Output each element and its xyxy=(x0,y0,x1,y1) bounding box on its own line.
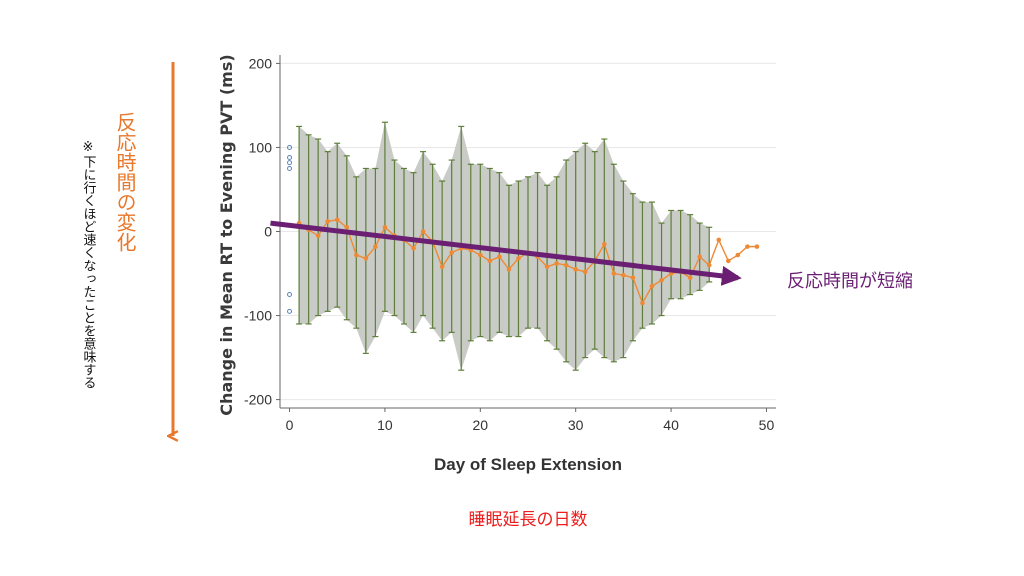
data-point xyxy=(640,300,645,306)
x-axis-label: Day of Sleep Extension xyxy=(434,455,622,474)
data-point xyxy=(325,219,330,224)
note: ※下に行くほど速くなったことを意味する xyxy=(81,140,97,389)
data-point xyxy=(745,244,750,249)
data-point xyxy=(687,275,693,281)
data-point xyxy=(630,275,636,281)
data-point xyxy=(554,261,559,266)
data-point xyxy=(754,244,760,249)
outlier-point xyxy=(287,308,293,314)
y-tick-label: 100 xyxy=(249,139,273,155)
data-point xyxy=(373,244,378,249)
data-point xyxy=(573,267,578,272)
outlier-point xyxy=(287,292,293,298)
outlier-point xyxy=(287,144,293,150)
y-axis-label: Change in Mean RT to Evening PVT (ms) xyxy=(217,54,236,415)
x-tick-label: 0 xyxy=(286,417,294,433)
data-point xyxy=(411,246,416,251)
x-ticks: 0 10 20 30 40 50 xyxy=(286,408,775,433)
data-point xyxy=(315,233,321,239)
data-point xyxy=(516,256,521,261)
data-point xyxy=(621,272,626,278)
data-point xyxy=(582,269,588,275)
data-point xyxy=(735,252,741,258)
data-point xyxy=(659,277,664,283)
data-point xyxy=(716,237,722,243)
data-point xyxy=(706,262,712,268)
data-point xyxy=(334,217,340,223)
data-point xyxy=(611,271,617,276)
data-point xyxy=(478,252,483,258)
trend-label: 反応時間が短縮 xyxy=(787,271,913,292)
data-point xyxy=(602,241,607,247)
x-tick-label: 20 xyxy=(473,417,489,433)
data-point xyxy=(563,262,569,268)
data-point xyxy=(420,229,426,234)
data-point xyxy=(649,283,655,289)
y-tick-label: 0 xyxy=(264,224,272,240)
data-point xyxy=(487,258,493,264)
y-ticks: 200 100 0 -100 -200 xyxy=(244,55,280,408)
x-tick-label: 10 xyxy=(377,417,393,433)
data-point xyxy=(439,264,445,270)
data-point xyxy=(497,254,502,260)
data-point xyxy=(449,250,454,255)
data-point xyxy=(382,224,388,230)
data-point xyxy=(506,267,512,272)
series-points xyxy=(296,217,760,306)
outlier-point xyxy=(287,160,293,166)
outlier-point xyxy=(287,165,293,171)
trend-arrow xyxy=(270,220,742,286)
x-tick-label: 50 xyxy=(759,417,775,433)
side-label: 反応時間の変化 xyxy=(113,112,137,252)
data-point xyxy=(726,258,731,264)
data-point xyxy=(697,254,702,260)
x-tick-label: 30 xyxy=(568,417,584,433)
caption: 睡眠延長の日数 xyxy=(469,510,588,530)
data-point xyxy=(344,224,350,230)
y-tick-label: 200 xyxy=(249,55,273,71)
day0-outliers xyxy=(287,144,293,314)
x-tick-label: 40 xyxy=(663,417,679,433)
data-point xyxy=(544,264,550,270)
outlier-point xyxy=(287,155,293,161)
data-point xyxy=(354,252,359,258)
data-point xyxy=(363,256,369,261)
y-tick-label: -100 xyxy=(244,308,272,324)
y-tick-label: -200 xyxy=(244,392,272,408)
confidence-band xyxy=(299,122,710,371)
